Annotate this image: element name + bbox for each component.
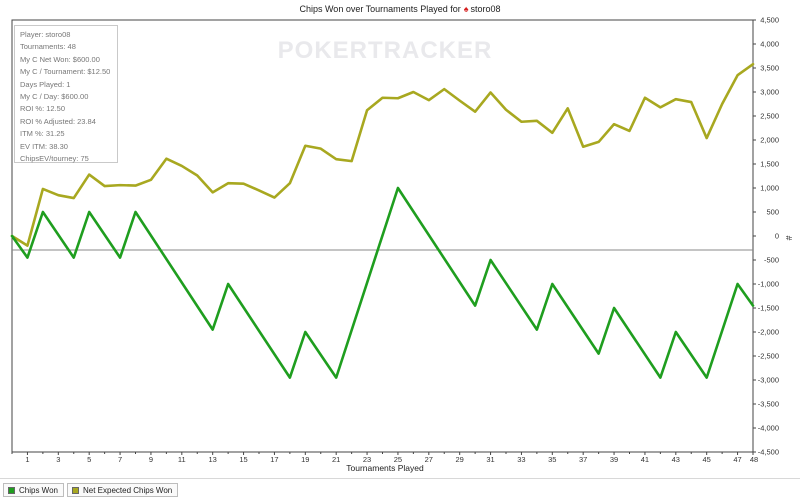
legend: Chips Won Net Expected Chips Won — [0, 478, 800, 504]
y-tick-label: 500 — [766, 208, 779, 217]
y-tick-label: -4,000 — [758, 424, 779, 433]
stat-line: ROI %: 12.50 — [20, 104, 66, 114]
x-tick-label: 43 — [672, 455, 680, 464]
y-tick-label: -3,000 — [758, 376, 779, 385]
x-tick-label: 31 — [486, 455, 494, 464]
y-tick-label: 2,500 — [760, 112, 779, 121]
stat-line: Player: storo08 — [20, 30, 71, 39]
x-tick-label: 41 — [641, 455, 649, 464]
y-tick-label: 3,000 — [760, 88, 779, 97]
y-tick-label: 3,500 — [760, 64, 779, 73]
x-tick-label: 3 — [56, 455, 60, 464]
chart-title-player: storo08 — [471, 4, 501, 14]
y-tick-label: 0 — [775, 232, 779, 241]
stat-line: ChipsEV/tourney: 75 — [20, 153, 89, 163]
x-tick-label: 39 — [610, 455, 618, 464]
series-layer — [10, 62, 755, 379]
y-tick-label: -2,000 — [758, 328, 779, 337]
stat-line: ITM %: 31.25 — [20, 129, 65, 139]
x-axis: 1 3 5 7 9 11 13 15 17 19 21 23 25 27 29 31 33 35 37 39 41 43 4… — [11, 452, 758, 464]
stat-line: Tournaments: 48 — [20, 42, 76, 52]
y-tick-label: -1,000 — [758, 280, 779, 289]
y-tick-label: -2,500 — [758, 352, 779, 361]
stat-line: Days Played: 1 — [20, 79, 71, 89]
y-tick-label: -500 — [764, 256, 779, 265]
x-tick-label: 45 — [703, 455, 711, 464]
y-tick-label: 4,500 — [760, 16, 779, 25]
x-tick-label: 17 — [270, 455, 278, 464]
x-tick-label: 48 — [750, 455, 758, 464]
x-tick-label: 33 — [517, 455, 525, 464]
y-tick-label: 1,000 — [760, 184, 779, 193]
x-tick-label: 9 — [149, 455, 153, 464]
pokertracker-watermark: POKERTRACKER — [278, 37, 493, 64]
series-line-net-expected-chips-won — [10, 62, 755, 247]
player-stats-box: Player: storo08 Tournaments: 48 My C Net W… — [14, 25, 118, 163]
x-tick-label: 23 — [363, 455, 371, 464]
stat-line: My C / Tournament: $12.50 — [20, 67, 111, 77]
chart-svg: Chips Won over Tournaments Played for ♠ st… — [10, 4, 794, 473]
y-axis: 4,500 4,000 3,500 3,000 2,500 2,000 1,500 1,000… — [753, 16, 779, 457]
y-tick-label: 4,000 — [760, 40, 779, 49]
y-tick-label: -3,500 — [758, 400, 779, 409]
legend-label: Chips Won — [19, 485, 58, 495]
legend-item-net-expected-chips-won[interactable]: Net Expected Chips Won — [67, 483, 179, 497]
y-tick-label: -4,500 — [758, 448, 779, 457]
legend-label: Net Expected Chips Won — [83, 485, 173, 495]
y-tick-label: 2,000 — [760, 136, 779, 145]
spade-icon: ♠ — [464, 4, 469, 14]
x-tick-label: 47 — [733, 455, 741, 464]
y-tick-label: 1,500 — [760, 160, 779, 169]
x-tick-label: 29 — [456, 455, 464, 464]
x-tick-label: 15 — [239, 455, 247, 464]
chart-title: Chips Won over Tournaments Played for ♠ st… — [299, 4, 500, 14]
y-axis-title: # — [784, 236, 794, 241]
x-tick-label: 5 — [87, 455, 91, 464]
x-tick-label: 19 — [301, 455, 309, 464]
x-tick-label: 11 — [178, 455, 186, 464]
x-tick-label: 7 — [118, 455, 122, 464]
x-tick-label: 1 — [25, 455, 29, 464]
x-axis-title: Tournaments Played — [346, 463, 424, 473]
legend-swatch — [8, 486, 15, 494]
x-tick-label: 35 — [548, 455, 556, 464]
x-tick-label: 21 — [332, 455, 340, 464]
stat-line: My C Net Won: $600.00 — [20, 54, 100, 64]
legend-item-chips-won[interactable]: Chips Won — [3, 483, 64, 497]
x-tick-label: 13 — [209, 455, 217, 464]
stat-line: My C / Day: $600.00 — [20, 91, 89, 101]
series-line-chips-won — [10, 186, 755, 379]
x-tick-label: 27 — [425, 455, 433, 464]
stat-line: EV ITM: 38.30 — [20, 141, 68, 151]
stat-line: ROI % Adjusted: 23.84 — [20, 116, 96, 126]
legend-swatch — [72, 486, 79, 494]
y-tick-label: -1,500 — [758, 304, 779, 313]
x-tick-label: 25 — [394, 455, 402, 464]
x-tick-label: 37 — [579, 455, 587, 464]
chart-title-main: Chips Won over Tournaments Played for — [299, 4, 460, 14]
